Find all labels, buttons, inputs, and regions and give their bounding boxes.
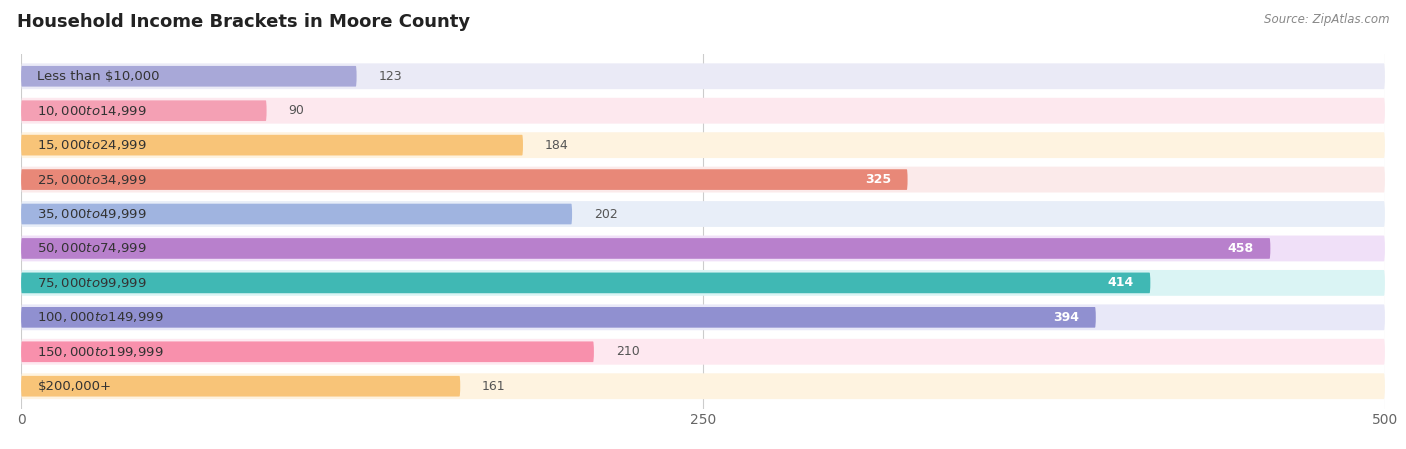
FancyBboxPatch shape bbox=[21, 201, 1385, 227]
Text: $35,000 to $49,999: $35,000 to $49,999 bbox=[38, 207, 148, 221]
Text: $150,000 to $199,999: $150,000 to $199,999 bbox=[38, 345, 165, 359]
Text: 90: 90 bbox=[288, 104, 304, 117]
Text: $25,000 to $34,999: $25,000 to $34,999 bbox=[38, 172, 148, 187]
Text: 161: 161 bbox=[482, 380, 506, 393]
Text: $100,000 to $149,999: $100,000 to $149,999 bbox=[38, 310, 165, 324]
FancyBboxPatch shape bbox=[21, 167, 1385, 193]
FancyBboxPatch shape bbox=[21, 132, 1385, 158]
FancyBboxPatch shape bbox=[21, 101, 267, 121]
FancyBboxPatch shape bbox=[21, 373, 1385, 399]
FancyBboxPatch shape bbox=[21, 376, 460, 396]
FancyBboxPatch shape bbox=[21, 169, 908, 190]
Text: $15,000 to $24,999: $15,000 to $24,999 bbox=[38, 138, 148, 152]
Text: $10,000 to $14,999: $10,000 to $14,999 bbox=[38, 104, 148, 118]
Text: 458: 458 bbox=[1227, 242, 1254, 255]
Text: 210: 210 bbox=[616, 345, 640, 358]
FancyBboxPatch shape bbox=[21, 236, 1385, 261]
Text: $50,000 to $74,999: $50,000 to $74,999 bbox=[38, 242, 148, 255]
FancyBboxPatch shape bbox=[21, 204, 572, 224]
FancyBboxPatch shape bbox=[21, 307, 1095, 328]
Text: 414: 414 bbox=[1108, 277, 1135, 290]
Text: $200,000+: $200,000+ bbox=[38, 380, 111, 393]
Text: 394: 394 bbox=[1053, 311, 1080, 324]
Text: Source: ZipAtlas.com: Source: ZipAtlas.com bbox=[1264, 13, 1389, 26]
FancyBboxPatch shape bbox=[21, 339, 1385, 365]
Text: Household Income Brackets in Moore County: Household Income Brackets in Moore Count… bbox=[17, 13, 470, 31]
FancyBboxPatch shape bbox=[21, 304, 1385, 330]
Text: 325: 325 bbox=[865, 173, 891, 186]
FancyBboxPatch shape bbox=[21, 273, 1150, 293]
Text: Less than $10,000: Less than $10,000 bbox=[38, 70, 160, 83]
Text: 123: 123 bbox=[378, 70, 402, 83]
FancyBboxPatch shape bbox=[21, 135, 523, 155]
FancyBboxPatch shape bbox=[21, 238, 1271, 259]
Text: 184: 184 bbox=[544, 139, 568, 152]
Text: $75,000 to $99,999: $75,000 to $99,999 bbox=[38, 276, 148, 290]
Text: 202: 202 bbox=[593, 207, 617, 220]
FancyBboxPatch shape bbox=[21, 341, 593, 362]
FancyBboxPatch shape bbox=[21, 98, 1385, 123]
FancyBboxPatch shape bbox=[21, 63, 1385, 89]
FancyBboxPatch shape bbox=[21, 66, 357, 87]
FancyBboxPatch shape bbox=[21, 270, 1385, 296]
